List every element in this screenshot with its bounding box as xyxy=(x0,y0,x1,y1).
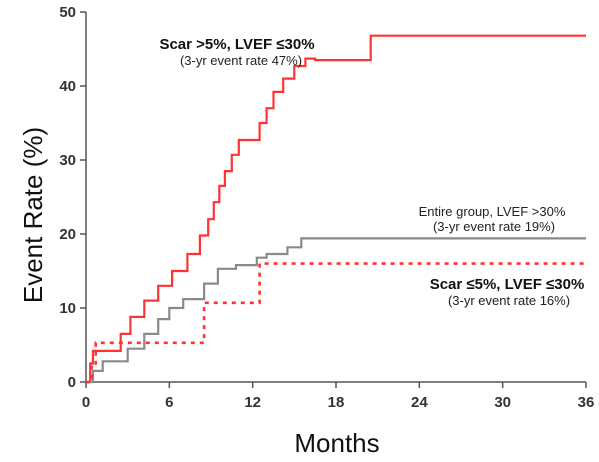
annotation-scar-low: Scar ≤5%, LVEF ≤30% (3-yr event rate 16%… xyxy=(430,276,585,308)
axes xyxy=(85,12,586,383)
y-tick-label: 20 xyxy=(59,226,76,243)
series-lines xyxy=(86,34,586,384)
y-tick-label: 50 xyxy=(59,4,76,21)
y-tick-label: 10 xyxy=(59,300,76,317)
annotation-entire-group: Entire group, LVEF >30% (3-yr event rate… xyxy=(419,204,566,234)
x-tick-label: 24 xyxy=(411,394,428,411)
annotation-scar-high-sublabel: (3-yr event rate 47%) xyxy=(180,53,302,68)
y-tick-label: 40 xyxy=(59,78,76,95)
x-axis-ticks: 0 6 12 18 24 30 36 xyxy=(82,382,595,411)
annotation-scar-low-label: Scar ≤5%, LVEF ≤30% xyxy=(430,276,585,293)
y-axis-title: Event Rate (%) xyxy=(18,127,48,303)
y-tick-label: 0 xyxy=(68,374,76,391)
series-line-entire-group-lvef-gt30 xyxy=(86,237,586,384)
y-tick-label: 30 xyxy=(59,152,76,169)
y-axis-ticks: 0 10 20 30 40 50 xyxy=(59,4,86,391)
x-tick-label: 12 xyxy=(244,394,261,411)
x-tick-label: 18 xyxy=(328,394,345,411)
annotation-scar-high-label: Scar >5%, LVEF ≤30% xyxy=(159,36,314,53)
annotation-scar-high: Scar >5%, LVEF ≤30% (3-yr event rate 47%… xyxy=(159,36,314,68)
x-tick-label: 0 xyxy=(82,394,90,411)
x-axis-title: Months xyxy=(294,428,379,458)
annotation-entire-group-sublabel: (3-yr event rate 19%) xyxy=(433,219,555,234)
annotation-scar-low-sublabel: (3-yr event rate 16%) xyxy=(448,293,570,308)
series-line-scar-le5-lvef-le30 xyxy=(86,262,586,384)
series-line-scar-gt5-lvef-le30 xyxy=(86,34,586,384)
x-tick-label: 30 xyxy=(494,394,511,411)
annotation-entire-group-label: Entire group, LVEF >30% xyxy=(419,204,566,219)
x-tick-label: 6 xyxy=(165,394,173,411)
x-tick-label: 36 xyxy=(578,394,595,411)
